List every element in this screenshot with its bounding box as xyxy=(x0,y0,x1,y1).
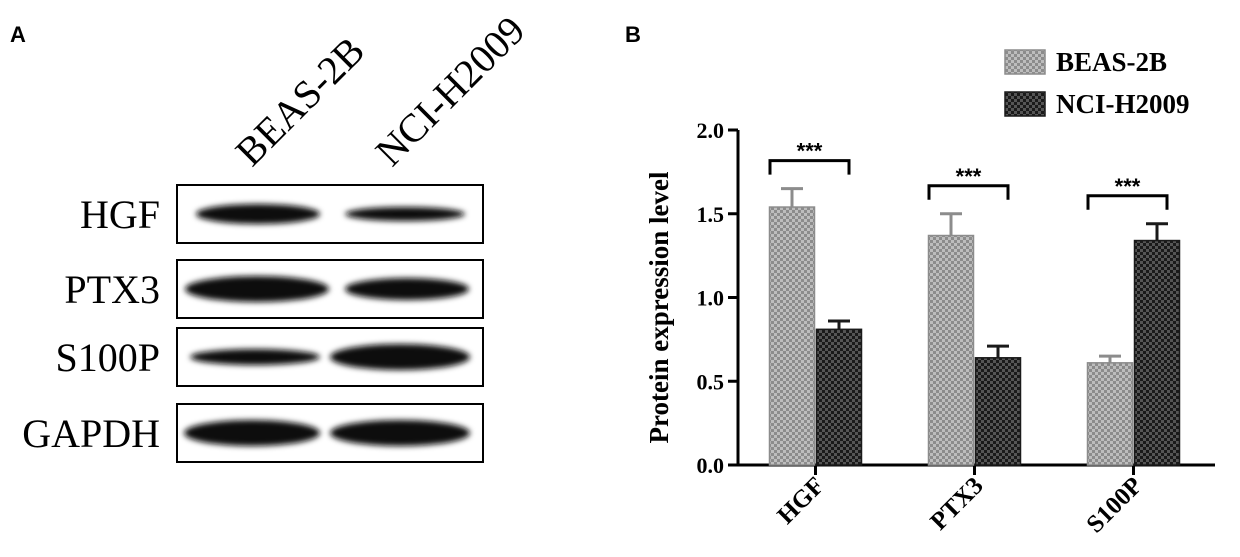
panel-label: A xyxy=(10,22,26,47)
x-tick-label: PTX3 xyxy=(925,472,988,535)
bar xyxy=(815,328,863,466)
legend-swatch xyxy=(1004,49,1046,75)
significance-label: *** xyxy=(1115,174,1141,199)
band xyxy=(330,344,470,370)
y-tick-label: 0.5 xyxy=(697,369,725,394)
significance-bracket xyxy=(927,184,1010,200)
error-bar xyxy=(940,212,962,236)
legend-swatch xyxy=(1004,91,1046,117)
error-bar xyxy=(828,319,850,330)
bar xyxy=(768,206,816,466)
significance-bracket xyxy=(1086,194,1169,210)
bar-chart: 0.0 0.5 1.0 1.5 2.0 Protein expression level H… xyxy=(644,47,1215,538)
bar xyxy=(927,234,975,466)
significance-bracket xyxy=(768,159,851,175)
band xyxy=(330,420,470,446)
row-label: HGF xyxy=(80,192,160,237)
y-tick-label: 1.0 xyxy=(697,286,725,311)
significance-label: *** xyxy=(797,139,823,164)
band xyxy=(190,349,320,365)
y-tick-label: 1.5 xyxy=(697,202,725,227)
column-label: NCI-H2009 xyxy=(367,7,534,174)
y-tick-label: 2.0 xyxy=(697,118,725,143)
y-axis-label: Protein expression level xyxy=(644,171,674,443)
error-bar xyxy=(1099,354,1121,363)
x-tick-label: S100P xyxy=(1081,472,1147,538)
bar xyxy=(1133,239,1181,466)
panel-label: B xyxy=(625,22,641,47)
band xyxy=(345,278,469,300)
legend-label: BEAS-2B xyxy=(1056,47,1167,77)
band xyxy=(345,207,465,221)
significance-label: *** xyxy=(956,164,982,189)
legend-label: NCI-H2009 xyxy=(1056,89,1190,119)
error-bar xyxy=(1146,222,1168,241)
row-label: S100P xyxy=(56,335,161,380)
band xyxy=(196,204,320,224)
band xyxy=(185,276,329,302)
error-bar xyxy=(987,344,1009,358)
row-label: PTX3 xyxy=(64,267,160,312)
x-tick-label: HGF xyxy=(772,472,829,529)
row-label: GAPDH xyxy=(22,411,160,456)
y-tick-label: 0.0 xyxy=(697,453,725,478)
column-label: BEAS-2B xyxy=(227,28,374,175)
bar xyxy=(1086,362,1134,466)
band xyxy=(184,420,320,446)
error-bar xyxy=(781,187,803,208)
bar xyxy=(974,357,1022,466)
